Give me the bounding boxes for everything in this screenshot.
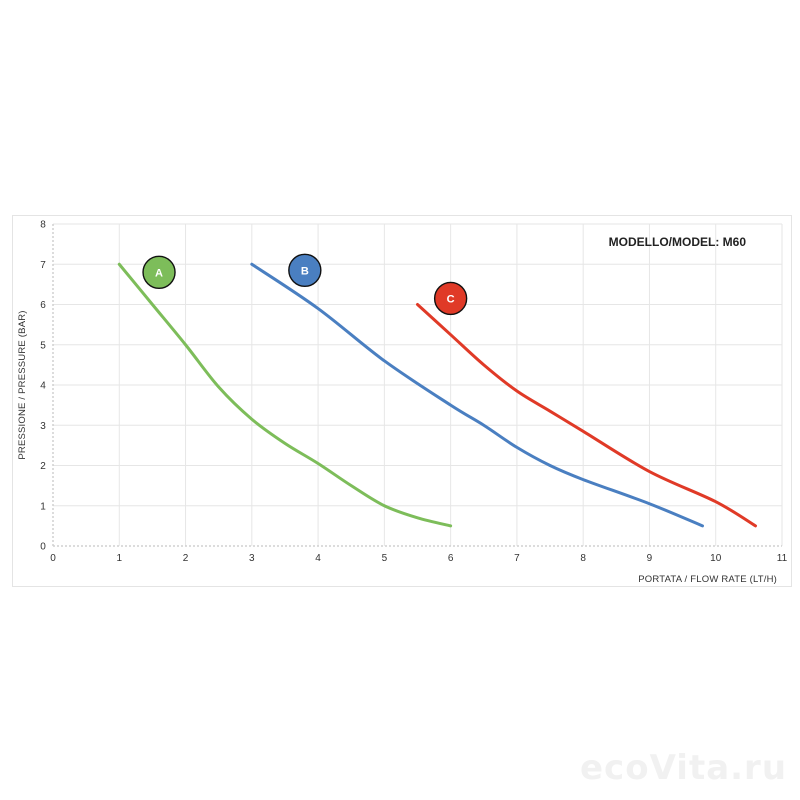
x-tick-label: 6 <box>448 553 454 564</box>
axes <box>52 224 782 547</box>
badge-label: C <box>447 293 455 305</box>
y-tick-label: 0 <box>40 542 46 553</box>
series-lines <box>117 262 757 528</box>
watermark: ecoVita.ru <box>580 748 788 788</box>
y-tick-label: 3 <box>40 421 46 432</box>
badge-circle <box>288 253 322 287</box>
badge-label: A <box>155 267 163 279</box>
x-tick-label: 10 <box>710 553 722 564</box>
series-badges: A B C <box>142 253 468 316</box>
x-tick-label: 0 <box>50 553 56 564</box>
x-tick-label: 7 <box>514 553 520 564</box>
series-badge-b: B <box>288 253 322 287</box>
chart-title: MODELLO/MODEL: M60 <box>609 235 747 249</box>
y-tick-label: 6 <box>40 300 46 311</box>
y-tick-label: 8 <box>40 220 46 231</box>
x-axis-label: PORTATA / FLOW RATE (LT/H) <box>638 574 777 585</box>
x-tick-label: 4 <box>315 553 321 564</box>
y-tick-label: 7 <box>40 260 46 271</box>
x-tick-labels: 0 1 2 3 4 5 6 7 8 9 10 11 <box>50 553 787 564</box>
x-tick-label: 3 <box>249 553 255 564</box>
y-tick-label: 5 <box>40 340 46 351</box>
series-line-b <box>250 262 704 528</box>
series-line-a <box>117 262 453 528</box>
badge-circle <box>142 255 176 289</box>
x-tick-label: 8 <box>580 553 586 564</box>
series-badge-a: A <box>142 255 176 289</box>
y-tick-label: 4 <box>40 381 46 392</box>
x-tick-label: 11 <box>777 553 788 564</box>
y-tick-label: 1 <box>40 501 46 512</box>
x-tick-label: 2 <box>183 553 189 564</box>
y-axis-label: PRESSIONE / PRESSURE (BAR) <box>17 310 28 459</box>
badge-label: B <box>301 265 309 277</box>
series-line-c <box>416 303 757 528</box>
x-tick-label: 5 <box>382 553 388 564</box>
badge-circle <box>433 281 468 316</box>
series-badge-c: C <box>433 281 468 316</box>
chart-frame: 0 1 2 3 4 5 6 7 8 9 10 11 0 1 2 3 4 5 6 7 8 A B C MODELLO/MOD… <box>12 215 792 587</box>
y-tick-label: 2 <box>40 461 46 472</box>
flow-pressure-chart: 0 1 2 3 4 5 6 7 8 9 10 11 0 1 2 3 4 5 6 7 8 A B C MODELLO/MOD… <box>17 220 788 586</box>
x-tick-label: 9 <box>647 553 653 564</box>
y-tick-labels: 0 1 2 3 4 5 6 7 8 <box>40 220 46 553</box>
x-tick-label: 1 <box>116 553 122 564</box>
